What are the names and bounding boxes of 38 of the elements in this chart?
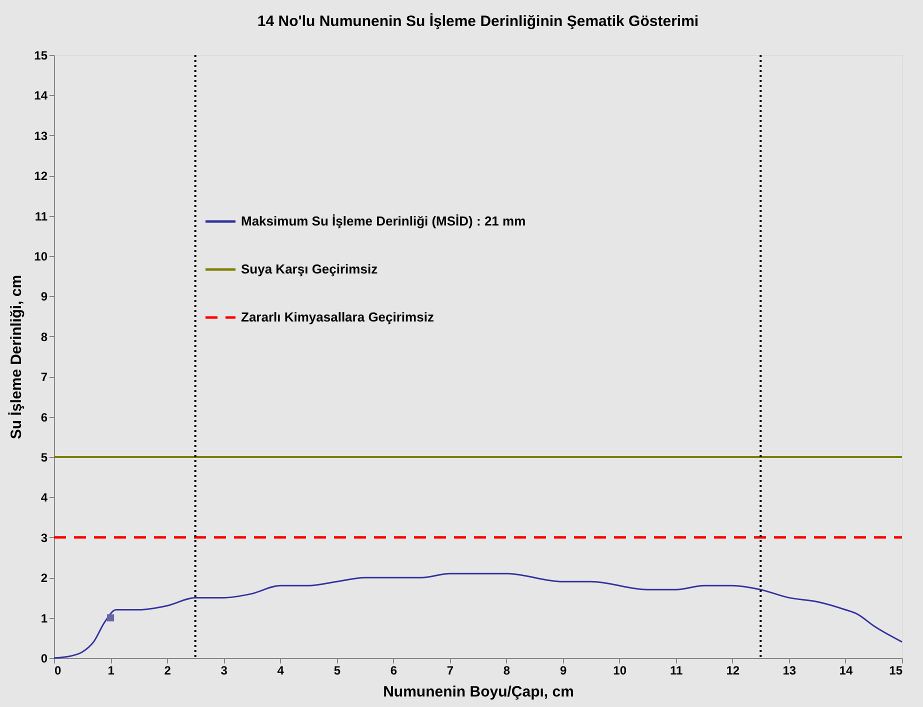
x-tick-label: 14 [839,664,853,678]
y-tick-label: 0 [40,652,48,666]
legend-label: Maksimum Su İşleme Derinliği (MSİD) : 21 mm [241,214,526,228]
y-tick-label: 12 [34,169,48,184]
x-tick-label: 12 [726,664,740,678]
x-tick-label: 6 [390,664,398,678]
x-tick-label: 5 [334,664,341,678]
x-tick-label: 8 [503,664,510,678]
y-tick-label: 7 [40,370,48,384]
x-tick-label: 7 [446,664,454,678]
x-tick-label: 11 [670,664,684,678]
y-tick-label: 13 [34,128,48,143]
y-axis-title: Su İşleme Derinliği, cm [8,274,26,440]
x-tick-label: 15 [889,664,903,678]
y-tick-label: 3 [40,530,48,545]
x-axis-title: Numunenin Boyu/Çapı, cm [383,684,574,700]
y-tick-label: 4 [40,490,48,505]
y-tick-label: 10 [34,250,48,264]
y-tick-label: 5 [40,450,48,464]
y-tick-label: 11 [34,209,48,224]
y-tick-label: 9 [40,290,48,304]
y-tick-label: 1 [40,611,48,626]
x-tick-label: 4 [277,664,284,678]
x-tick-label: 1 [108,664,115,678]
y-tick-label: 15 [34,48,48,62]
x-tick-label: 9 [560,664,567,678]
chart-title: 14 No'lu Numunenin Su İşleme Derinliğinin Şematik Gösterimi [257,13,699,30]
x-tick-label: 3 [220,664,228,678]
x-tick-label: 0 [54,664,62,678]
legend-label: Zararlı Kimyasallara Geçirimsiz [241,310,434,324]
x-tick-label: 13 [782,664,796,678]
y-tick-label: 2 [40,571,48,586]
x-tick-label: 10 [613,664,627,678]
y-tick-label: 8 [40,330,48,344]
legend-label: Suya Karşı Geçirimsiz [241,262,378,276]
y-tick-label: 14 [34,88,48,103]
y-tick-label: 6 [40,410,48,424]
x-tick-label: 2 [164,664,172,678]
